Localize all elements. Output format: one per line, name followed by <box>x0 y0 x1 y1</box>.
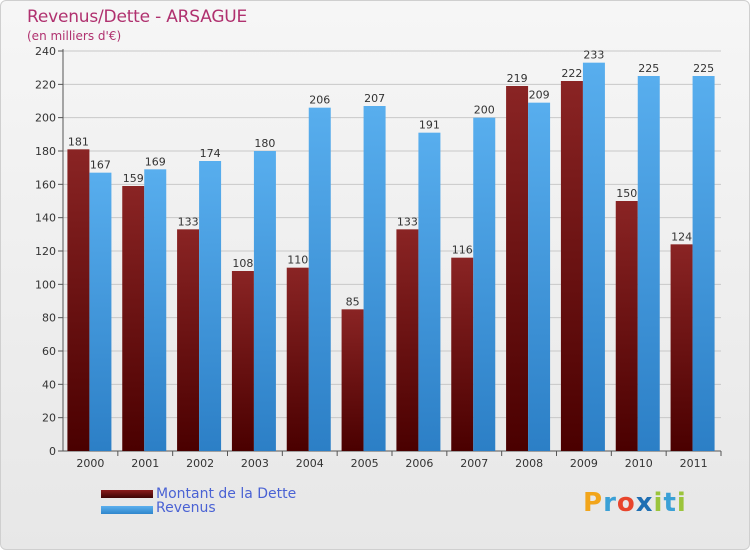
logo-letter: i <box>676 488 687 518</box>
bar-dette <box>560 81 583 451</box>
data-label: 133 <box>178 215 199 228</box>
x-tick-label: 2006 <box>405 457 433 470</box>
data-label: 225 <box>693 62 714 75</box>
data-label: 124 <box>671 230 692 243</box>
data-label: 219 <box>507 72 528 85</box>
bar-revenus <box>692 76 715 451</box>
chart-subtitle: (en milliers d'€) <box>27 29 122 43</box>
y-tick-label: 220 <box>35 78 56 91</box>
data-label: 191 <box>419 119 440 132</box>
y-tick-label: 180 <box>35 145 56 158</box>
x-tick-label: 2010 <box>625 457 653 470</box>
chart-title: Revenus/Dette - ARSAGUE <box>27 7 248 27</box>
bar-dette <box>286 267 309 451</box>
bar-revenus <box>418 132 441 451</box>
data-label: 222 <box>561 67 582 80</box>
x-tick-label: 2008 <box>515 457 543 470</box>
bar-revenus <box>528 102 551 452</box>
bar-revenus <box>199 161 222 451</box>
legend-swatch-dette <box>101 490 153 498</box>
y-tick-label: 160 <box>35 178 56 191</box>
y-tick-label: 140 <box>35 212 56 225</box>
y-tick-label: 0 <box>49 445 56 458</box>
y-tick-label: 20 <box>42 412 56 425</box>
data-label: 108 <box>232 257 253 270</box>
bar-dette <box>615 201 638 451</box>
logo-letter: o <box>616 488 636 518</box>
bar-dette <box>122 186 145 451</box>
data-label: 200 <box>474 104 495 117</box>
data-label: 159 <box>123 172 144 185</box>
data-label: 207 <box>364 92 385 105</box>
bar-dette <box>506 86 529 451</box>
data-label: 209 <box>529 89 550 102</box>
data-label: 150 <box>616 187 637 200</box>
data-label: 225 <box>638 62 659 75</box>
logo-letter: t <box>663 488 677 518</box>
data-label: 85 <box>346 295 360 308</box>
y-tick-label: 200 <box>35 112 56 125</box>
bar-dette <box>670 244 693 451</box>
bar-dette <box>67 149 90 452</box>
legend-label-revenus: Revenus <box>156 500 216 516</box>
x-tick-label: 2004 <box>296 457 324 470</box>
data-label: 233 <box>583 49 604 62</box>
bar-dette <box>341 309 364 451</box>
x-tick-label: 2005 <box>351 457 379 470</box>
x-tick-label: 2011 <box>680 457 708 470</box>
bar-revenus <box>89 172 112 451</box>
bar-revenus <box>253 151 276 451</box>
x-tick-label: 2003 <box>241 457 269 470</box>
data-label: 167 <box>90 159 111 172</box>
logo-letter: r <box>603 488 617 518</box>
x-tick-label: 2002 <box>186 457 214 470</box>
x-tick-label: 2007 <box>460 457 488 470</box>
proxiti-logo: Proxiti <box>583 488 687 518</box>
logo-letter: i <box>653 488 664 518</box>
bar-revenus <box>582 62 605 452</box>
y-tick-label: 100 <box>35 278 56 291</box>
bar-dette <box>396 229 419 451</box>
logo-letter: P <box>583 488 604 518</box>
logo-letter: x <box>635 488 654 518</box>
bar-revenus <box>144 169 167 452</box>
bar-revenus <box>637 76 660 451</box>
data-label: 181 <box>68 135 89 148</box>
bar-revenus <box>473 117 496 452</box>
y-tick-label: 80 <box>42 312 56 325</box>
x-tick-label: 2001 <box>131 457 159 470</box>
bar-revenus <box>363 106 386 451</box>
data-label: 169 <box>145 155 166 168</box>
data-label: 206 <box>309 94 330 107</box>
legend-label-dette: Montant de la Dette <box>156 486 297 502</box>
data-label: 116 <box>452 244 473 257</box>
y-tick-label: 40 <box>42 378 56 391</box>
bar-dette <box>231 271 254 451</box>
data-label: 110 <box>287 254 308 267</box>
data-label: 180 <box>254 137 275 150</box>
x-tick-label: 2009 <box>570 457 598 470</box>
bar-revenus <box>308 107 331 452</box>
x-tick-label: 2000 <box>76 457 104 470</box>
y-tick-label: 240 <box>35 45 56 58</box>
y-tick-label: 120 <box>35 245 56 258</box>
bar-dette <box>177 229 200 451</box>
data-label: 133 <box>397 215 418 228</box>
legend-swatch-revenus <box>101 506 153 514</box>
bar-dette <box>451 257 474 451</box>
y-tick-label: 60 <box>42 345 56 358</box>
data-label: 174 <box>200 147 221 160</box>
